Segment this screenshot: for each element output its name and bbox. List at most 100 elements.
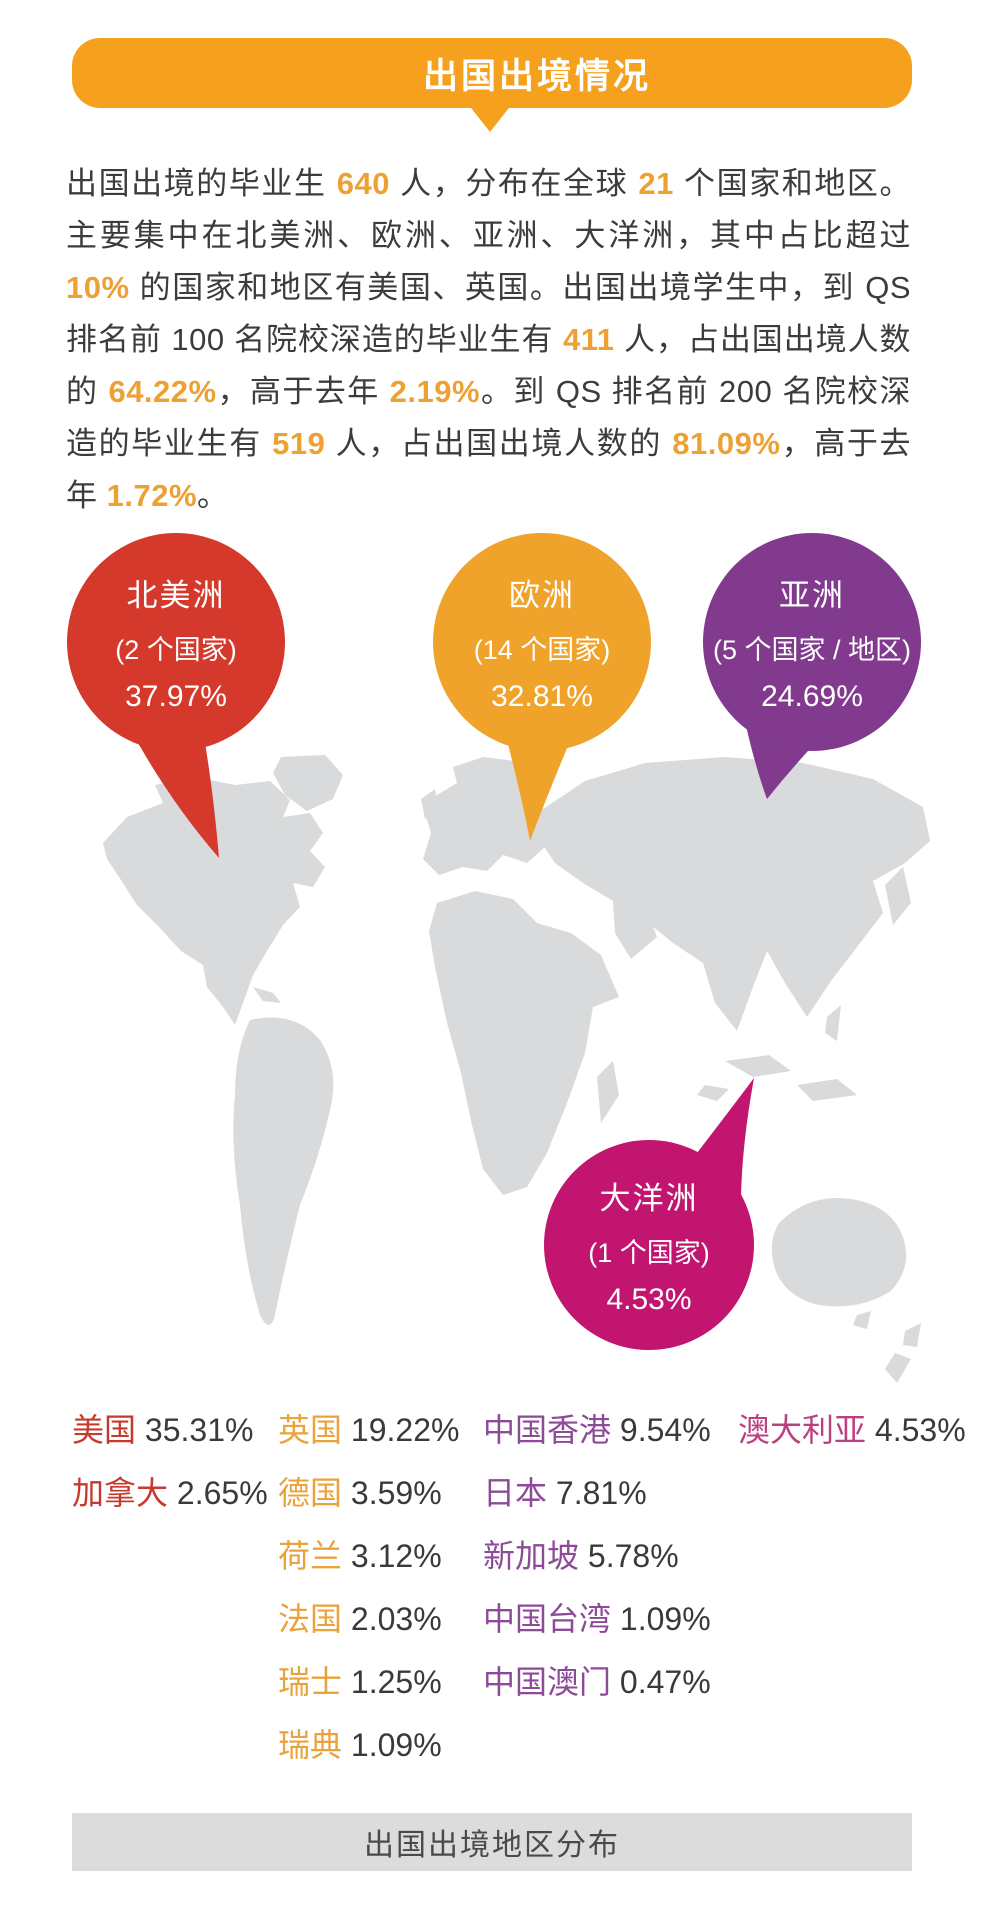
stat-highlight: 2.19% — [389, 374, 481, 409]
map-indonesia — [697, 1085, 729, 1101]
intro-text: ，高于去年 — [66, 426, 911, 513]
country-percent: 9.54% — [611, 1412, 711, 1448]
pin-label-asia: 亚洲 (5 个国家 / 地区) 24.69% — [703, 533, 921, 751]
country-percent: 2.03% — [342, 1601, 442, 1637]
footer-caption: 出国出境地区分布 — [364, 1829, 620, 1862]
country-percent: 3.12% — [342, 1538, 442, 1574]
continent-countries: (5 个国家 / 地区) — [712, 635, 911, 665]
country-name: 瑞士 — [278, 1664, 343, 1700]
pin-north-america — [67, 533, 285, 858]
country-column-asia: 中国香港 9.54% 日本 7.81% 新加坡 5.78% 中国台湾 1.09% 中国澳… — [483, 1399, 711, 1714]
map-caribbean — [253, 987, 281, 1003]
map-arabia — [613, 901, 657, 959]
world-map — [103, 755, 930, 1383]
pin-circle-icon — [67, 533, 285, 751]
continent-percent: 37.97% — [125, 680, 227, 713]
continent-countries: (14 个国家) — [473, 635, 611, 665]
pin-asia — [703, 533, 921, 799]
map-indonesia — [797, 1079, 857, 1101]
country-item: 中国澳门 0.47% — [483, 1651, 711, 1714]
intro-text: 出国出境的毕业生 — [66, 166, 337, 201]
title-banner: 出国出境情况 — [72, 38, 912, 108]
stat-highlight: 1.72% — [106, 478, 198, 513]
country-item: 中国台湾 1.09% — [483, 1588, 711, 1651]
continent-name: 北美洲 — [126, 578, 226, 613]
intro-text: 的国家和地区有美国、英国。出国出境学生中，到 QS 排名前 100 名院校深造的… — [66, 270, 911, 357]
country-item: 瑞典 1.09% — [278, 1714, 459, 1777]
map-new-zealand — [903, 1323, 921, 1347]
country-name: 中国香港 — [483, 1412, 612, 1448]
pin-label-europe: 欧洲 (14 个国家) 32.81% — [433, 533, 651, 751]
map-japan — [885, 867, 911, 925]
country-item: 法国 2.03% — [278, 1588, 459, 1651]
intro-text: 个国家和地区。主要集中在北美洲、欧洲、亚洲、大洋洲，其中占比超过 — [66, 166, 911, 253]
intro-text: 人，占出国出境人数的 — [66, 322, 911, 409]
country-item: 英国 19.22% — [278, 1399, 459, 1462]
country-name: 中国台湾 — [483, 1601, 612, 1637]
country-item: 新加坡 5.78% — [483, 1525, 711, 1588]
continent-name: 欧洲 — [509, 578, 575, 613]
map-britain — [421, 789, 439, 819]
continent-countries: (1 个国家) — [588, 1238, 710, 1268]
country-name: 澳大利亚 — [738, 1412, 867, 1448]
map-philippines — [825, 1005, 841, 1041]
map-indonesia — [725, 1055, 791, 1077]
stat-highlight: 519 — [272, 426, 326, 461]
stat-highlight: 411 — [562, 322, 615, 357]
stat-highlight: 640 — [336, 166, 390, 201]
continent-name: 亚洲 — [779, 578, 845, 613]
footer-bar: 出国出境地区分布 — [72, 1813, 912, 1871]
country-percent: 4.53% — [866, 1412, 966, 1448]
stat-highlight: 64.22% — [108, 374, 217, 409]
country-column-oceania: 澳大利亚 4.53% — [738, 1399, 966, 1462]
continent-countries: (2 个国家) — [115, 635, 237, 665]
country-name: 日本 — [483, 1475, 548, 1511]
country-name: 新加坡 — [483, 1538, 580, 1574]
continent-percent: 32.81% — [491, 680, 593, 713]
country-percent: 1.09% — [342, 1727, 442, 1763]
country-item: 日本 7.81% — [483, 1462, 711, 1525]
country-name: 英国 — [278, 1412, 343, 1448]
map-north-america — [103, 777, 325, 1025]
pin-oceania — [544, 1078, 754, 1350]
banner-pointer-icon — [468, 104, 512, 132]
intro-text: ，高于去年 — [216, 374, 390, 409]
country-column-north-america: 美国 35.31% 加拿大 2.65% — [72, 1399, 268, 1525]
pin-tail-icon — [503, 725, 575, 841]
intro-paragraph: 出国出境的毕业生 640 人，分布在全球 21 个国家和地区。主要集中在北美洲、… — [66, 158, 911, 522]
country-column-europe: 英国 19.22% 德国 3.59% 荷兰 3.12% 法国 2.03% 瑞士 1.25… — [278, 1399, 459, 1777]
country-percent: 1.09% — [611, 1601, 711, 1637]
map-tasmania — [853, 1311, 871, 1329]
country-percent: 3.59% — [342, 1475, 442, 1511]
country-percent: 1.25% — [342, 1664, 442, 1700]
continent-percent: 4.53% — [606, 1283, 692, 1316]
map-greenland — [273, 755, 343, 811]
country-percent: 19.22% — [342, 1412, 460, 1448]
pin-circle-icon — [433, 533, 651, 751]
continent-name: 大洋洲 — [599, 1181, 699, 1216]
page-title: 出国出境情况 — [422, 56, 651, 96]
map-south-america — [233, 1017, 334, 1325]
country-name: 加拿大 — [72, 1475, 169, 1511]
country-name: 瑞典 — [278, 1727, 343, 1763]
country-item: 德国 3.59% — [278, 1462, 459, 1525]
country-name: 美国 — [72, 1412, 137, 1448]
pin-tail-icon — [127, 723, 219, 858]
country-name: 法国 — [278, 1601, 343, 1637]
continent-percent: 24.69% — [761, 680, 863, 713]
pin-circle-icon — [703, 533, 921, 751]
country-name: 德国 — [278, 1475, 343, 1511]
country-item: 加拿大 2.65% — [72, 1462, 268, 1525]
pin-circle-icon — [544, 1140, 754, 1350]
country-item: 中国香港 9.54% — [483, 1399, 711, 1462]
pin-europe — [433, 533, 651, 841]
stat-highlight: 81.09% — [672, 426, 781, 461]
pin-label-oceania: 大洋洲 (1 个国家) 4.53% — [544, 1140, 754, 1350]
map-africa — [429, 891, 619, 1195]
map-australia — [771, 1198, 907, 1307]
intro-text: 。 — [197, 478, 229, 513]
country-percent: 2.65% — [168, 1475, 268, 1511]
country-name: 荷兰 — [278, 1538, 343, 1574]
country-item: 荷兰 3.12% — [278, 1525, 459, 1588]
